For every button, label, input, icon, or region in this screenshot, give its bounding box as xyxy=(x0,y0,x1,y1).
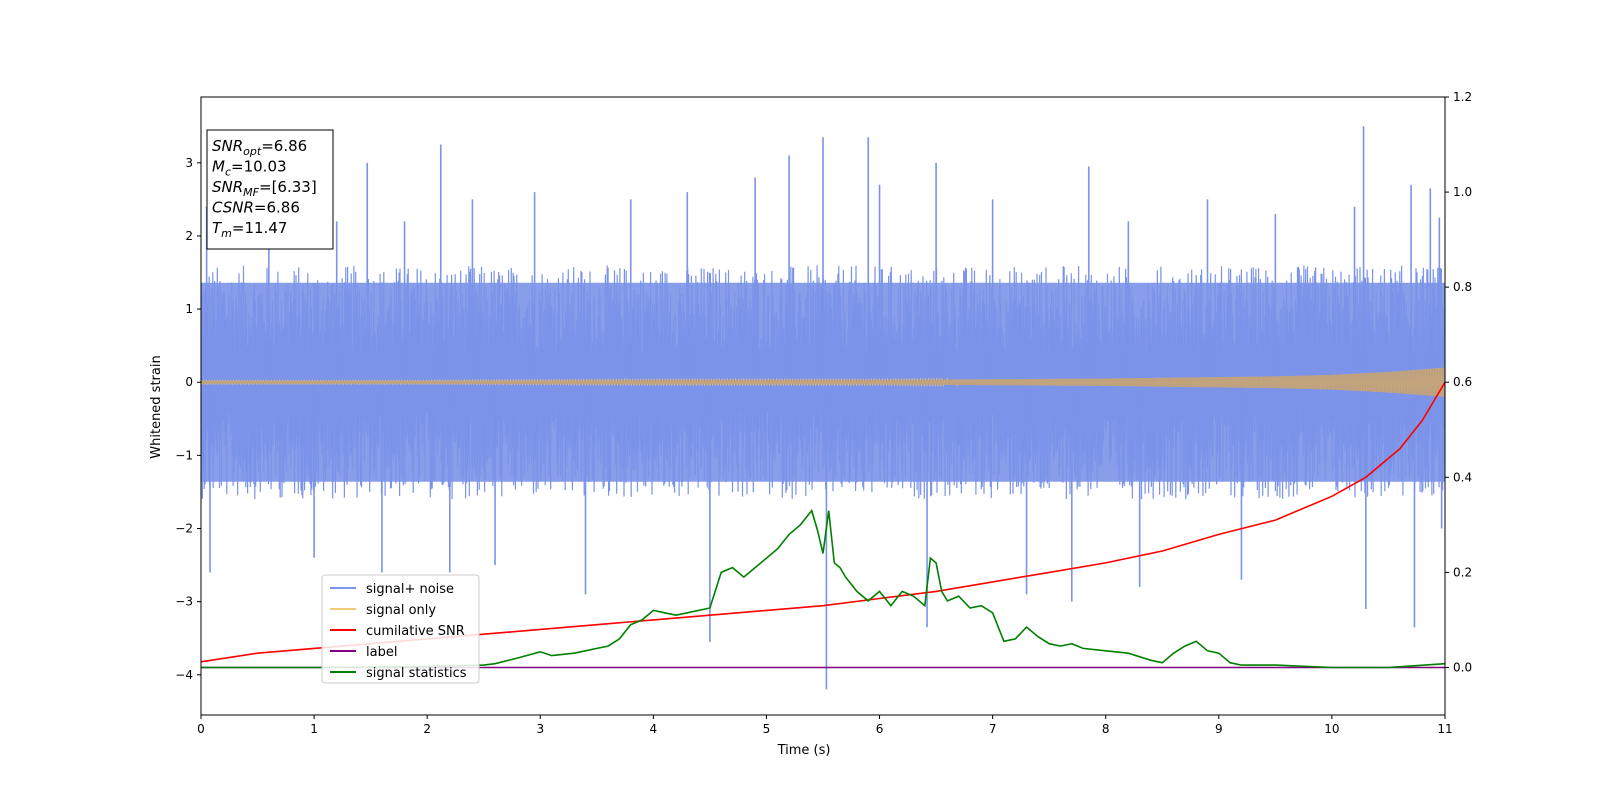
info-box-frame xyxy=(206,129,334,250)
x-tick-label: 4 xyxy=(650,722,658,736)
legend-label: signal statistics xyxy=(366,666,467,681)
info-subscript: opt xyxy=(243,145,262,158)
info-subscript: m xyxy=(221,227,232,240)
legend-label: signal+ noise xyxy=(366,582,454,597)
legend-label: signal only xyxy=(366,603,436,618)
y-axis-label: Whitened strain xyxy=(149,355,164,458)
x-tick-label: 11 xyxy=(1437,722,1452,736)
info-value: =[6.33] xyxy=(259,178,317,196)
x-tick-label: 0 xyxy=(197,722,205,736)
y2-tick-label: 0.2 xyxy=(1453,565,1472,579)
y2-tick-label: 0.8 xyxy=(1453,280,1472,294)
y-tick-label: −2 xyxy=(175,522,193,536)
chirp-band xyxy=(201,367,1445,397)
x-tick-label: 8 xyxy=(1102,722,1110,736)
info-subscript: MF xyxy=(243,186,259,199)
y-tick-label: 1 xyxy=(185,302,193,316)
legend-label: label xyxy=(366,645,397,660)
x-tick-label: 6 xyxy=(876,722,884,736)
info-symbol: T xyxy=(212,219,223,237)
info-value: =6.86 xyxy=(254,199,300,217)
plot-frame xyxy=(200,96,1446,716)
y-tick-label: 2 xyxy=(185,229,193,243)
legend-frame xyxy=(321,574,480,684)
x-axis-label: Time (s) xyxy=(777,743,831,758)
info-lines: SNRopt=6.86Mc=10.03SNRMF=[6.33]CSNR=6.86… xyxy=(212,137,317,240)
series-line xyxy=(201,508,1445,669)
legend-label: cumilative SNR xyxy=(366,624,465,639)
y2-tick-label: 0.6 xyxy=(1453,375,1472,389)
x-tick-label: 7 xyxy=(989,722,997,736)
series-signal-only xyxy=(201,367,1445,397)
info-box: SNRopt=6.86Mc=10.03SNRMF=[6.33]CSNR=6.86… xyxy=(206,129,334,250)
info-line: SNRMF=[6.33] xyxy=(212,178,317,199)
x-tick-label: 3 xyxy=(536,722,544,736)
plot-area xyxy=(201,126,1445,690)
y-tick-label: −3 xyxy=(175,595,193,609)
y-tick-label: −1 xyxy=(175,448,193,462)
x-tick-label: 5 xyxy=(763,722,771,736)
info-line: Mc=10.03 xyxy=(212,158,287,179)
info-line: Tm=11.47 xyxy=(212,219,287,240)
y2-tick-label: 1.0 xyxy=(1453,185,1472,199)
y2-tick-label: 1.2 xyxy=(1453,90,1472,104)
legend: signal+ noise signal only cumilative SNR la… xyxy=(321,574,480,684)
info-value: =6.86 xyxy=(261,137,307,155)
y2-tick-label: 0.0 xyxy=(1453,660,1472,674)
axes: 0 1 2 3 4 5 6 7 8 9 10 11 −4 −3 −2 −1 0 1 2 3 0.0 0.2 0.4 0.6 0.… xyxy=(175,90,1472,736)
info-value: =10.03 xyxy=(231,158,287,176)
x-tick-label: 9 xyxy=(1215,722,1223,736)
info-symbol: M xyxy=(212,158,225,176)
y-tick-label: 3 xyxy=(185,156,193,170)
y2-tick-label: 0.4 xyxy=(1453,470,1472,484)
legend-items: signal+ noise signal only cumilative SNR la… xyxy=(330,582,467,681)
x-tick-label: 1 xyxy=(310,722,318,736)
series-signal-statistics xyxy=(201,508,1445,669)
x-tick-label: 10 xyxy=(1324,722,1339,736)
info-symbol: SNR xyxy=(212,137,243,155)
x-tick-label: 2 xyxy=(423,722,431,736)
info-line: CSNR=6.86 xyxy=(212,199,300,217)
info-value: =11.47 xyxy=(232,219,288,237)
y-tick-label: 0 xyxy=(185,375,193,389)
info-symbol: CSNR xyxy=(212,199,254,217)
info-line: SNRopt=6.86 xyxy=(212,137,307,158)
y-tick-label: −4 xyxy=(175,668,193,682)
info-subscript: c xyxy=(225,166,231,179)
info-symbol: SNR xyxy=(212,178,243,196)
